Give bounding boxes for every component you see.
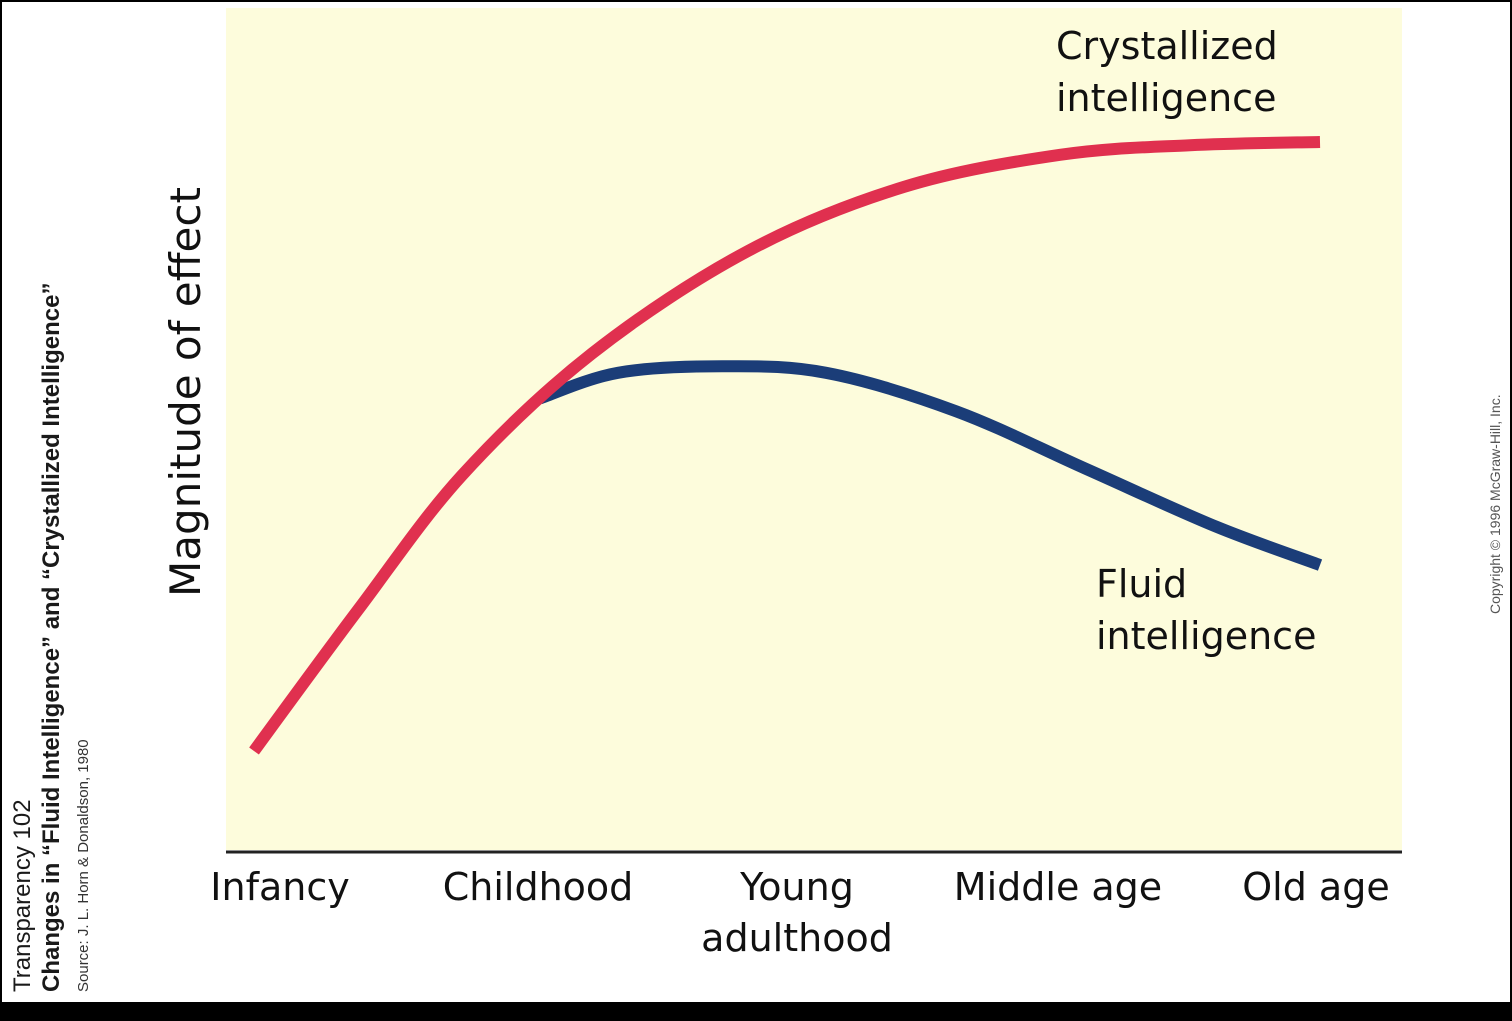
x-tick-label: Middle age [954, 865, 1162, 909]
x-tick-label: Childhood [443, 865, 634, 909]
x-tick-labels: Infancy Childhood Young adulthood Middle age… [210, 865, 1389, 960]
x-tick-label: Infancy [210, 865, 349, 909]
x-tick-label: Old age [1242, 865, 1389, 909]
fluid-intelligence-line [538, 360, 1323, 571]
source-citation: Source: J. L. Horn & Donaldson, 1980 [75, 739, 92, 992]
copyright-notice: Copyright © 1996 McGraw-Hill, Inc. [1487, 394, 1503, 614]
crystallized-series-label: intelligence [1056, 76, 1276, 120]
x-tick-label: Young [739, 865, 854, 909]
fluid-series-label: intelligence [1096, 614, 1316, 658]
series-labels: Crystallized intelligence Fluid intelligenc… [1056, 24, 1316, 658]
transparency-number: Transparency 102 [9, 799, 36, 992]
x-tick-label: adulthood [701, 916, 893, 960]
series-group [249, 136, 1323, 755]
fluid-series-label: Fluid [1096, 562, 1187, 606]
plot-background [226, 8, 1402, 850]
y-axis-label: Magnitude of effect [161, 187, 210, 597]
transparency-title: Changes in “Fluid Intelligence” and “Cry… [38, 283, 65, 992]
crystallized-intelligence-line [249, 136, 1321, 755]
crystallized-series-label: Crystallized [1056, 24, 1278, 68]
